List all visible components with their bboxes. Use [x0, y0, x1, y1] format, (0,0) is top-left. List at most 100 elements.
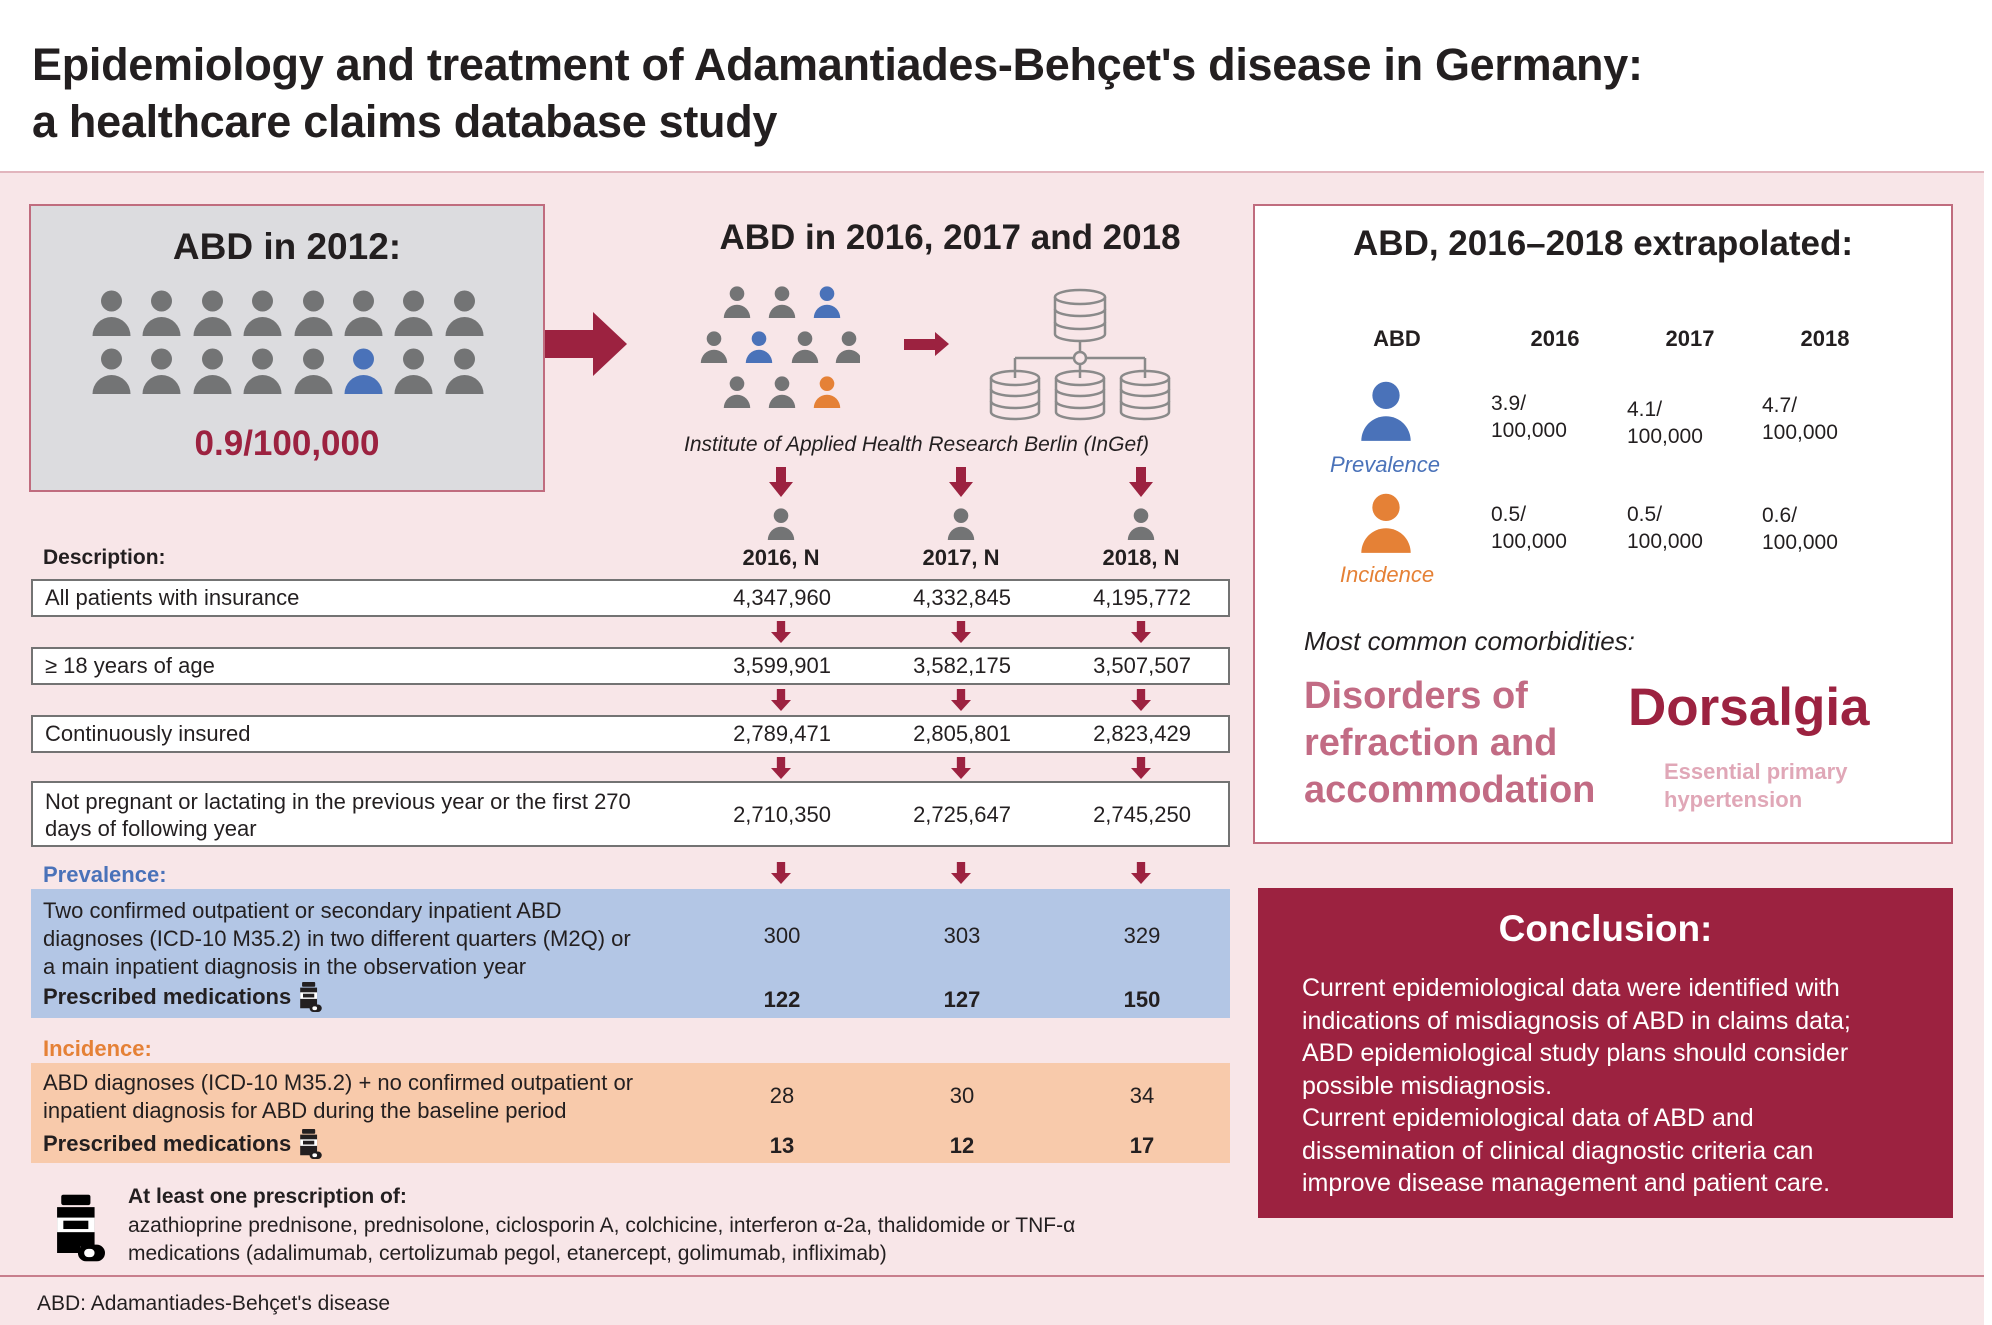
highlighted-person-icon: [344, 348, 383, 394]
title-line: a healthcare claims database study: [32, 96, 778, 147]
row-label: Continuously insured: [45, 721, 251, 746]
incidence-person-icon: [1361, 493, 1411, 553]
down-arrow-icon: [1131, 757, 1151, 779]
person-icon: [142, 348, 181, 394]
incidence-criteria: ABD diagnoses (ICD-10 M35.2) + no confir…: [43, 1069, 633, 1125]
rate-numerator: 0.6/: [1762, 504, 1798, 527]
abd-2012-title: ABD in 2012:: [172, 226, 402, 267]
year-header-2016: 2016, N: [742, 545, 820, 570]
comorbidity-line: refraction and: [1304, 722, 1558, 764]
medication-note-line: medications (adalimumab, certolizumab pe…: [128, 1242, 887, 1265]
row-value-2017: 4,332,845: [913, 585, 1011, 610]
conclusion-line: Current epidemiological data were identi…: [1302, 974, 1840, 1002]
footer-divider: [0, 1275, 1984, 1277]
header-divider: [0, 171, 1984, 173]
rate-denominator: 100,000: [1627, 530, 1703, 553]
prevalence-rate-2018: 4.7/ 100,000: [1762, 392, 1882, 446]
comorbidity-line: Disorders of: [1304, 675, 1528, 717]
row-label: ≥ 18 years of age: [45, 653, 215, 678]
prevalence-rate-2017: 4.1/ 100,000: [1627, 396, 1747, 450]
medications-label: Prescribed medications: [43, 1131, 292, 1156]
extrapolated-header-abd: ABD: [1373, 326, 1421, 351]
prevalence-meds-2018: 150: [1123, 987, 1161, 1012]
down-arrow-icon: [951, 757, 971, 779]
person-icon: [445, 290, 484, 336]
down-arrow-icon: [1131, 689, 1151, 711]
extrapolated-title: ABD, 2016–2018 extrapolated:: [1353, 224, 1853, 263]
person-icon: [142, 290, 181, 336]
incidence-band: ABD diagnoses (ICD-10 M35.2) + no confir…: [31, 1063, 1230, 1163]
down-arrow-icon: [771, 757, 791, 779]
rate-numerator: 4.1/: [1627, 398, 1663, 421]
data-source-label: Institute of Applied Health Research Ber…: [684, 433, 1149, 456]
extrapolated-header-2017: 2017: [1665, 326, 1715, 351]
prevalence-value-2017: 303: [943, 923, 981, 948]
rate-denominator: 100,000: [1491, 530, 1567, 553]
person-icon: [294, 290, 333, 336]
incidence-meds-2016: 13: [769, 1133, 795, 1158]
row-value-2017: 3,582,175: [913, 653, 1011, 678]
right-arrow-icon: [545, 312, 627, 376]
person-icon: [92, 290, 131, 336]
prevalence-value-2018: 329: [1123, 923, 1161, 948]
database-network-icon: [989, 288, 1171, 421]
incidence-rate-2018: 0.6/ 100,000: [1762, 502, 1882, 556]
down-arrow-icon: [771, 621, 791, 643]
description-header: Description:: [43, 546, 166, 569]
year-header-2017: 2017, N: [922, 545, 1000, 570]
prevalence-medications: Prescribed medications: [43, 982, 322, 1012]
person-icon: [394, 290, 433, 336]
row-label-line: days of following year: [45, 816, 257, 841]
year-header-2018: 2018, N: [1102, 545, 1180, 570]
down-arrow-icon: [951, 621, 971, 643]
abd-2016-2018-title: ABD in 2016, 2017 and 2018: [719, 218, 1181, 257]
conclusion-line: ABD epidemiological study plans should c…: [1302, 1039, 1849, 1067]
medication-note-line: azathioprine prednisone, prednisolone, c…: [128, 1214, 1076, 1237]
conclusion-line: possible misdiagnosis.: [1302, 1071, 1553, 1100]
row-value-2018: 4,195,772: [1093, 585, 1191, 610]
patient-crowd-icon: [700, 286, 860, 408]
person-icon: [767, 508, 795, 540]
criteria-line: diagnoses (ICD-10 M35.2) in two differen…: [43, 926, 631, 951]
person-icon: [294, 348, 333, 394]
row-value-2018: 3,507,507: [1093, 653, 1191, 678]
conclusion-box: Conclusion: Current epidemiological data…: [1258, 888, 1953, 1218]
people-grid: [91, 290, 491, 394]
abd-2012-box: ABD in 2012: 0.9/100,000: [29, 204, 545, 492]
comorbidity-line: Essential primary: [1664, 759, 1848, 784]
comorbidity-line: hypertension: [1664, 787, 1803, 812]
comorbidity-refraction: Disorders of refraction and accommodatio…: [1304, 673, 1595, 814]
rate-numerator: 4.7/: [1762, 394, 1798, 417]
table-row: Not pregnant or lactating in the previou…: [31, 781, 1230, 847]
conclusion-text: Current epidemiological data were identi…: [1302, 972, 1922, 1200]
row-label-line: Not pregnant or lactating in the previou…: [45, 789, 631, 814]
conclusion-line: Current epidemiological data of ABD and: [1302, 1104, 1754, 1132]
row-value-2017: 2,805,801: [913, 721, 1011, 746]
down-arrow-icon: [951, 689, 971, 711]
row-value-2018: 2,823,429: [1093, 721, 1191, 746]
incidence-label: Incidence:: [43, 1036, 152, 1061]
prevalence-rate-2016: 3.9/ 100,000: [1491, 390, 1611, 444]
medication-bottle-icon: [300, 1129, 322, 1159]
criteria-line: Two confirmed outpatient or secondary in…: [43, 898, 562, 923]
rate-denominator: 100,000: [1762, 421, 1838, 444]
row-value-2016: 2,789,471: [733, 721, 831, 746]
person-icon: [445, 348, 484, 394]
prevalence-person-icon: [1361, 381, 1411, 441]
incidence-meds-2018: 17: [1129, 1133, 1155, 1158]
incidence-rate-2016: 0.5/ 100,000: [1491, 501, 1611, 555]
incidence-meds-2017: 12: [949, 1133, 975, 1158]
person-icon: [92, 348, 131, 394]
down-arrow-icon: [1129, 467, 1153, 497]
row-value-2016: 3,599,901: [733, 653, 831, 678]
criteria-line: a main inpatient diagnosis in the observ…: [43, 954, 527, 979]
prevalence-label: Prevalence:: [43, 862, 167, 887]
rate-numerator: 0.5/: [1627, 503, 1663, 526]
medication-note-title: At least one prescription of:: [128, 1185, 407, 1208]
table-row: Continuously insured 2,789,471 2,805,801…: [31, 715, 1230, 753]
extrapolated-header-2018: 2018: [1800, 326, 1850, 351]
down-arrow-icon: [1131, 862, 1151, 884]
incidence-value-2018: 34: [1129, 1083, 1155, 1108]
comorbidity-line: accommodation: [1304, 769, 1596, 811]
row-value-2017: 2,725,647: [913, 802, 1011, 827]
